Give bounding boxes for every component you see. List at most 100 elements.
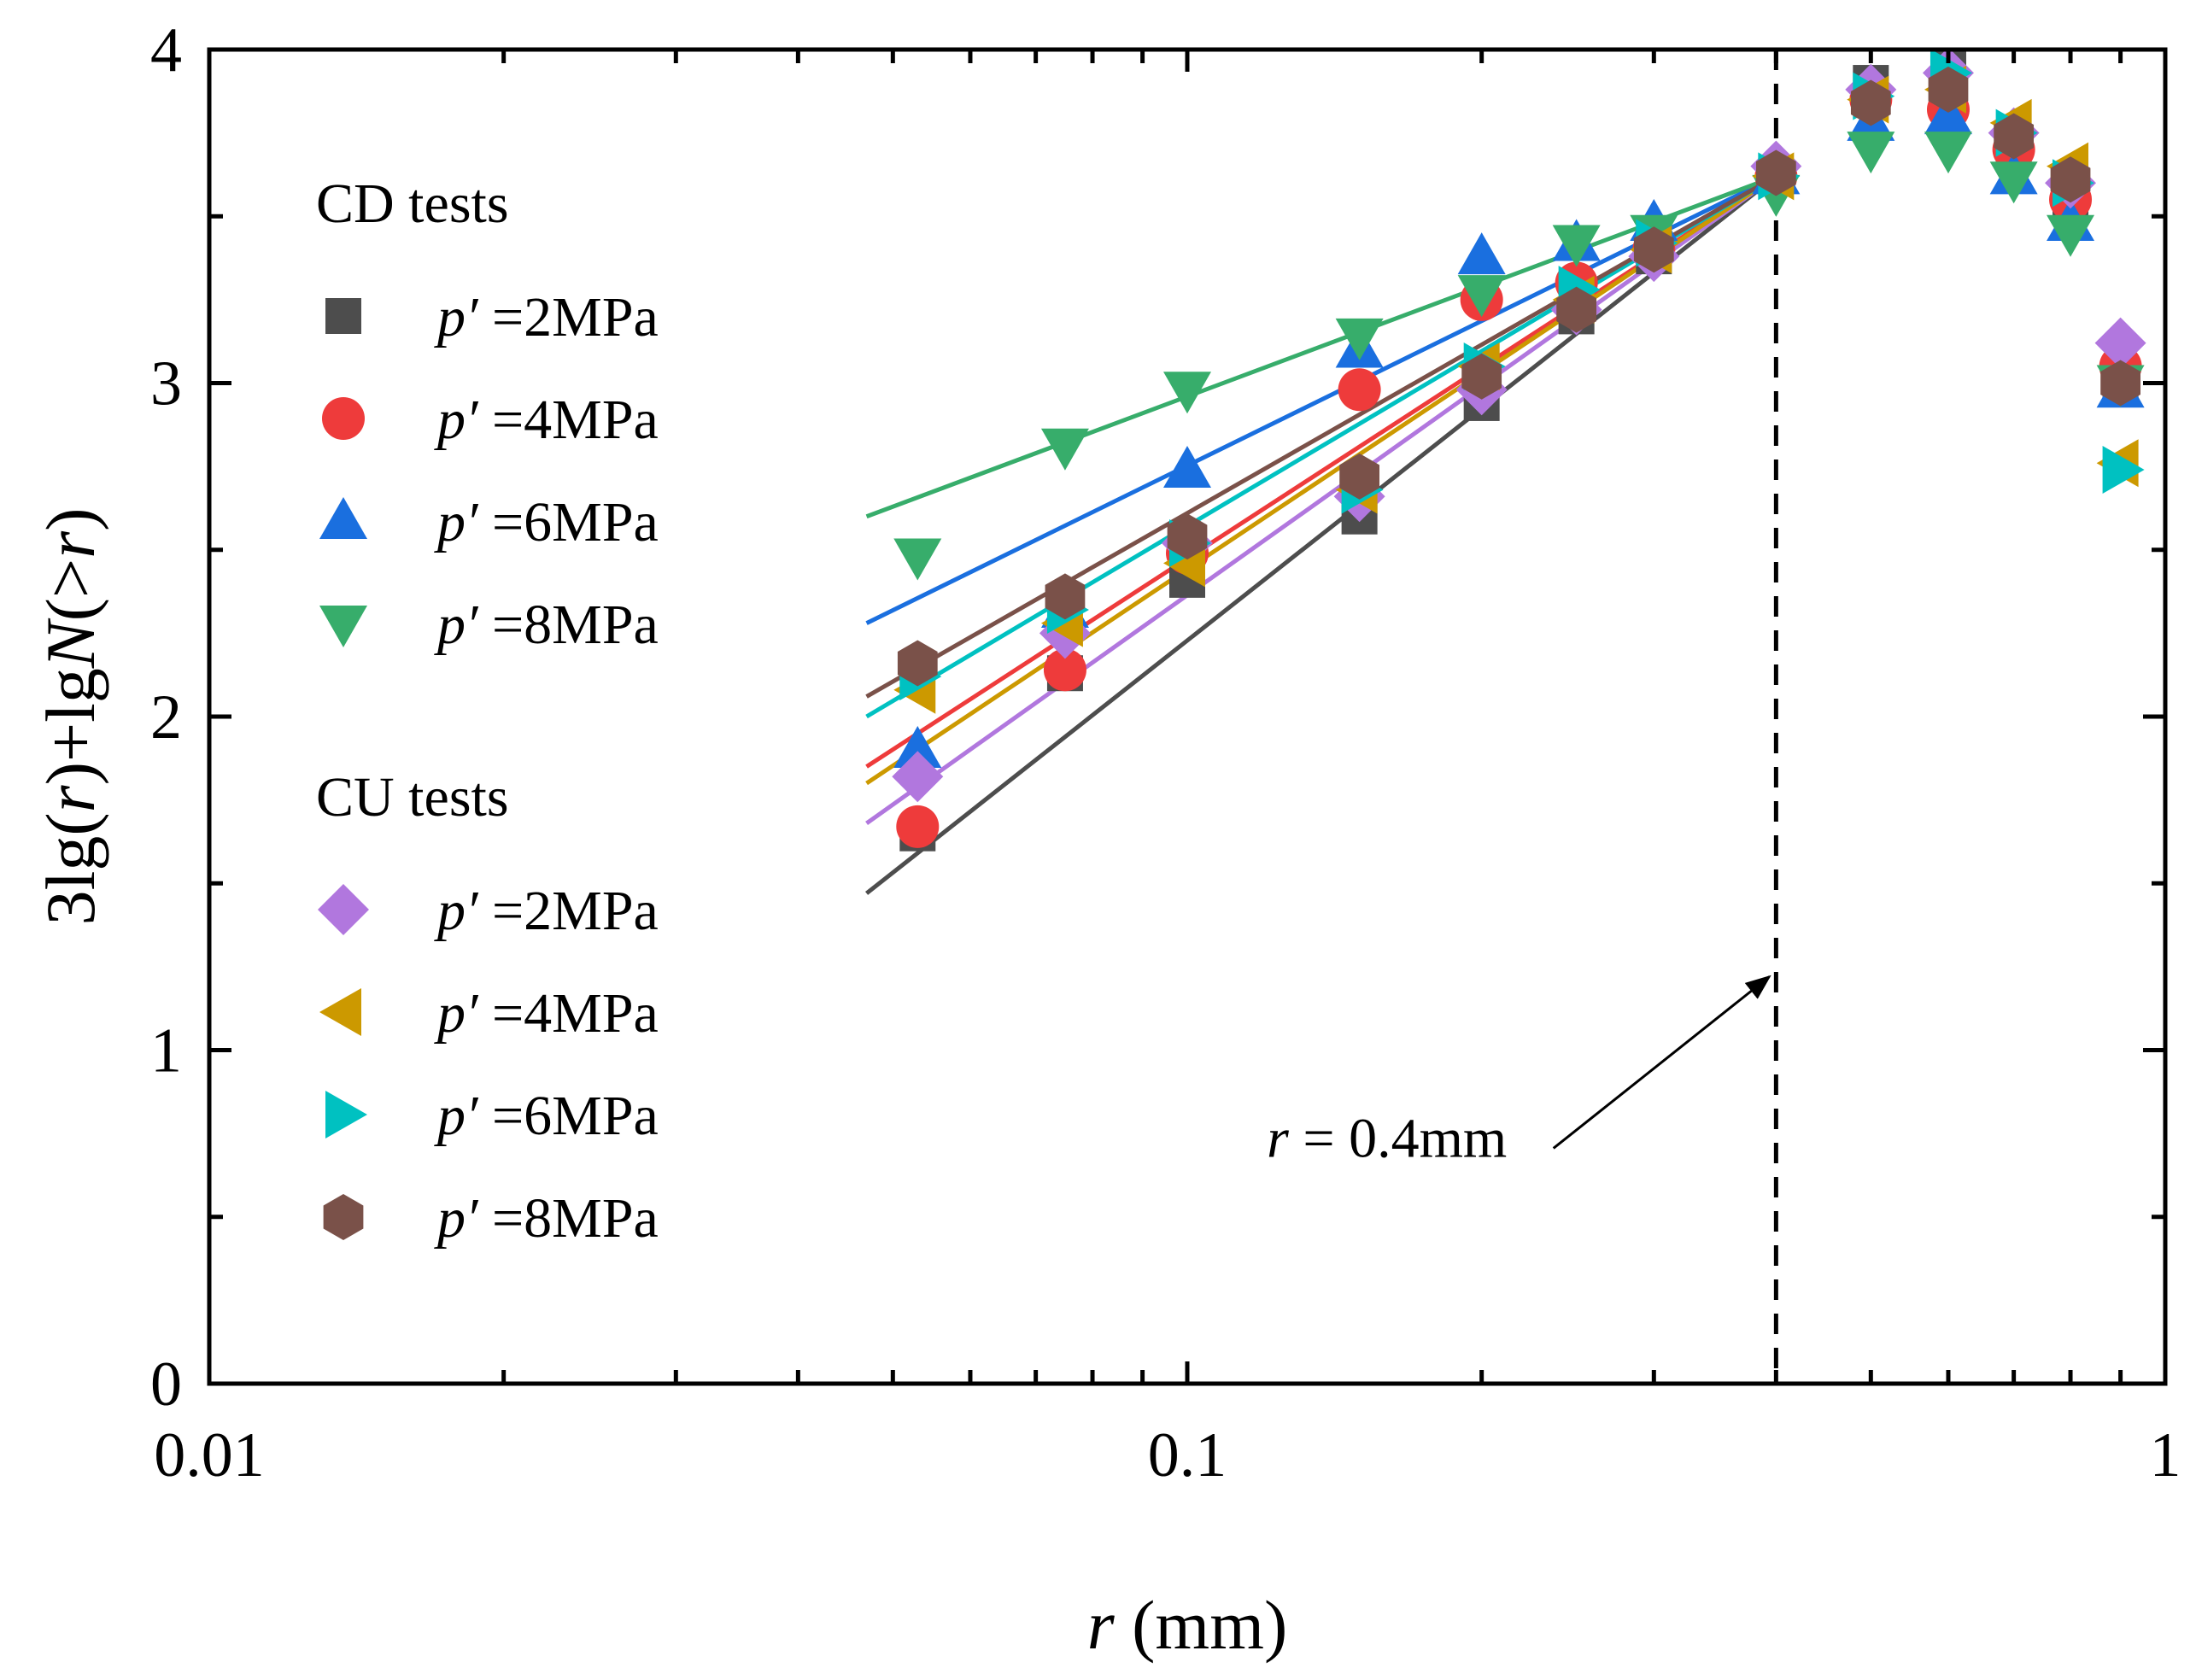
x-axis-title-rest: (mm) xyxy=(1115,1586,1288,1664)
series-cd-4mpa xyxy=(896,78,2142,848)
data-point xyxy=(897,640,938,687)
data-point xyxy=(893,726,942,769)
data-point xyxy=(1040,428,1089,471)
legend-marker xyxy=(319,606,367,647)
legend-marker xyxy=(319,988,361,1036)
legend-entry-label: p′ =6MPa xyxy=(434,491,659,553)
data-point xyxy=(1163,372,1211,414)
y-axis-title-part-1: 3lg( xyxy=(32,812,109,925)
legend-entry-value: =4MPa xyxy=(477,982,658,1045)
x-tick-label: 1 xyxy=(2150,1420,2181,1490)
legend-entry-value: =8MPa xyxy=(477,594,658,656)
legend-entry-value: =6MPa xyxy=(477,491,658,553)
data-markers xyxy=(892,47,2146,852)
y-tick-label: 3 xyxy=(150,349,182,419)
legend-marker xyxy=(318,884,369,935)
series-cd-2mpa xyxy=(899,48,2139,852)
annotation-label-rest: = 0.4mm xyxy=(1289,1107,1507,1169)
data-point xyxy=(1167,513,1208,560)
y-axis-title-italic-r2: r xyxy=(32,530,109,559)
y-tick-label: 1 xyxy=(150,1016,182,1086)
data-point xyxy=(2102,446,2145,495)
legend-marker xyxy=(325,298,361,334)
y-axis-title-part-3: (> xyxy=(32,559,109,622)
plot-frame xyxy=(207,47,2168,1386)
fit-line-cu2 xyxy=(865,174,1777,825)
data-point xyxy=(2047,214,2095,257)
series-cd-8mpa xyxy=(893,132,2145,581)
fit-line-cd6 xyxy=(865,174,1777,625)
x-tick-label: 0.01 xyxy=(154,1420,265,1490)
legend-marker xyxy=(325,1091,367,1139)
legend-entry-italic: p′ xyxy=(434,286,479,348)
data-point xyxy=(1163,446,1211,489)
data-point xyxy=(1989,161,2038,204)
legend-marker xyxy=(323,1194,364,1240)
data-point xyxy=(2050,156,2091,203)
data-point xyxy=(1461,353,1502,400)
data-point xyxy=(1633,226,1674,273)
data-point xyxy=(892,751,944,803)
fit-line-cd8 xyxy=(865,174,1777,519)
data-point xyxy=(1457,275,1506,318)
legend-entry-value: =2MPa xyxy=(477,286,658,348)
fit-line-cu4 xyxy=(865,174,1777,786)
data-point xyxy=(1928,66,1969,113)
legend-entry-italic: p′ xyxy=(434,982,479,1045)
data-point xyxy=(2100,360,2140,407)
data-point xyxy=(1552,225,1601,267)
legend-entry-italic: p′ xyxy=(434,880,479,942)
x-tick-label: 0.1 xyxy=(1148,1420,1227,1490)
data-point xyxy=(2094,317,2146,369)
legend-entry-label: p′ =4MPa xyxy=(434,982,659,1045)
data-point xyxy=(1924,92,1972,135)
legend-entry-label: p′ =2MPa xyxy=(434,880,659,942)
data-point xyxy=(1924,132,1972,174)
fit-line-cu6 xyxy=(865,174,1777,719)
fit-line-cd2 xyxy=(865,174,1777,895)
data-point xyxy=(896,805,940,848)
fit-line-cu8 xyxy=(865,174,1777,699)
data-point xyxy=(1045,573,1086,620)
legend-marker xyxy=(322,397,365,440)
legend-entry-label: p′ =6MPa xyxy=(434,1085,659,1147)
data-point xyxy=(1339,453,1380,500)
legend-entry-value: =6MPa xyxy=(477,1085,658,1147)
legend-entry-value: =2MPa xyxy=(477,880,658,942)
y-axis-title-italic-n: N xyxy=(32,618,109,669)
data-point xyxy=(1457,232,1506,275)
axis-ticks: 0 1 2 3 4 0.01 0.1 1 xyxy=(150,15,2181,1490)
y-tick-label: 2 xyxy=(150,682,182,752)
legend-entry-italic: p′ xyxy=(434,491,479,553)
annotation: r = 0.4mm xyxy=(1267,975,1771,1169)
legend-entry-italic: p′ xyxy=(434,1085,479,1147)
legend-group-title: CD tests xyxy=(316,173,509,235)
y-tick-label: 0 xyxy=(150,1349,182,1420)
legend-entry-label: p′ =2MPa xyxy=(434,286,659,348)
data-point xyxy=(1335,318,1384,360)
fit-line-cd4 xyxy=(865,174,1777,769)
data-point xyxy=(1338,368,1381,412)
legend-entry-label: p′ =8MPa xyxy=(434,594,659,656)
fit-lines xyxy=(865,174,1777,895)
data-point xyxy=(1043,648,1086,692)
legend-entry-value: =4MPa xyxy=(477,389,658,451)
legend-entry-italic: p′ xyxy=(434,1187,479,1250)
annotation-label: r = 0.4mm xyxy=(1267,1107,1507,1169)
legend-entry-italic: p′ xyxy=(434,389,479,451)
series-cu-8mpa xyxy=(897,66,2140,687)
y-axis-title-part-4: ) xyxy=(32,508,109,531)
legend-entry-label: p′ =4MPa xyxy=(434,389,659,451)
y-axis-title-part-2: )+lg xyxy=(32,668,109,785)
x-axis-title: r (mm) xyxy=(1087,1586,1288,1664)
legend-entry-label: p′ =8MPa xyxy=(434,1187,659,1250)
data-point xyxy=(1850,79,1891,126)
legend-group-title: CU tests xyxy=(316,766,509,828)
legend-marker xyxy=(319,497,367,539)
data-point xyxy=(1994,113,2035,160)
y-tick-label: 4 xyxy=(150,15,182,85)
data-point xyxy=(1556,286,1597,333)
legend-entry-value: =8MPa xyxy=(477,1187,658,1250)
